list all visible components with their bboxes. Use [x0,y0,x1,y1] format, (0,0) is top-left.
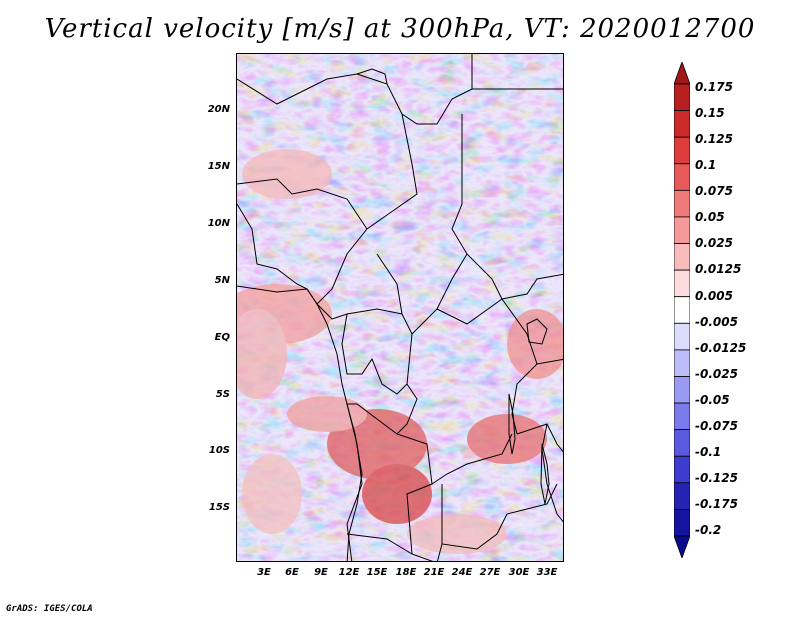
colorbar-label: 0.125 [695,132,733,146]
colorbar-label: -0.2 [695,523,722,537]
patch [467,414,547,464]
map-panel [236,53,564,562]
colorbar-label: -0.05 [695,393,730,407]
colorbar-bin [674,269,690,298]
colorbar-bin [674,402,690,431]
border [436,298,503,325]
lon-label: 12E [338,567,360,578]
colorbar-bin [674,509,690,537]
colorbar [674,62,690,558]
chart-title: Vertical velocity [m/s] at 300hPa, VT: 2… [44,14,756,44]
border [346,533,413,555]
border [356,68,388,85]
border [541,423,563,523]
lat-label: 20N [207,104,230,115]
lon-label: 27E [479,567,501,578]
lake-tanganyika [508,393,516,455]
lon-label: 3E [257,567,271,578]
border [396,433,433,561]
colorbar-bin [674,322,690,351]
patch [242,454,302,534]
lon-label: 9E [314,567,328,578]
colorbar-label: 0.175 [695,80,733,94]
colorbar-bin [674,243,690,271]
border [516,423,563,453]
colorbar-label: -0.125 [695,471,738,485]
colorbar-label: 0.05 [695,210,725,224]
colorbar-bin [674,429,690,457]
colorbar-label: 0.1 [695,158,717,172]
vertical-velocity-field [237,54,563,561]
border [441,483,558,550]
lat-label: 10S [208,445,230,456]
colorbar-label: 0.025 [695,236,733,250]
lon-label: 24E [451,567,473,578]
colorbar-bin [674,163,690,191]
colorbar-bin [674,136,690,165]
colorbar-bin [674,296,690,324]
colorbar-bin [674,110,690,138]
border [451,114,563,300]
patch [407,514,507,554]
colorbar-bin [674,189,690,218]
great-lakes [508,318,550,505]
colorbar-label: 0.0125 [695,262,742,276]
patch [362,464,432,524]
colorbar-label: -0.005 [695,315,738,329]
lon-label: 33E [536,567,558,578]
border [237,178,368,230]
lake-victoria [526,318,548,345]
border [306,113,418,305]
colorbar-bin [674,216,690,244]
patch [287,396,367,432]
colorbar-bin [674,62,690,85]
colorbar-bin [674,376,690,404]
lon-label: 21E [423,567,445,578]
colorbar-label: -0.075 [695,419,738,433]
colorbar-bin [674,482,690,510]
patch [242,149,332,199]
lon-label: 18E [395,567,417,578]
lake-malawi [540,443,550,505]
border [347,403,398,435]
colorbar-label: -0.1 [695,445,722,459]
colorbar-bin [674,455,690,484]
lat-label: 15N [207,161,230,172]
lat-label: 15S [208,502,230,513]
colorbar-label: -0.0125 [695,341,747,355]
lat-label: 5N [214,275,230,286]
colorbar-label: 0.005 [695,289,733,303]
colorbar-label: -0.175 [695,497,738,511]
lat-label: 5S [215,389,230,400]
lat-label: 10N [207,218,230,229]
border [437,543,443,561]
colorbar-label: 0.075 [695,184,733,198]
patch [237,309,287,399]
border [431,433,513,485]
colorbar-label: -0.025 [695,367,738,381]
lon-label: 15E [366,567,388,578]
border [396,333,418,435]
lon-label: 6E [285,567,299,578]
border [237,203,308,290]
colorbar-label: 0.15 [695,106,725,120]
coastline [237,285,363,561]
lat-label: EQ [214,332,230,343]
colorbar-bin [674,83,690,111]
lon-label: 30E [508,567,530,578]
border [536,358,563,365]
border [237,73,563,125]
colorbar-bin [674,535,690,558]
border [341,313,408,395]
colorbar-bin [674,349,690,377]
positive-velocity-patches [237,149,563,554]
grads-credit: GrADS: IGES/COLA [6,604,93,614]
